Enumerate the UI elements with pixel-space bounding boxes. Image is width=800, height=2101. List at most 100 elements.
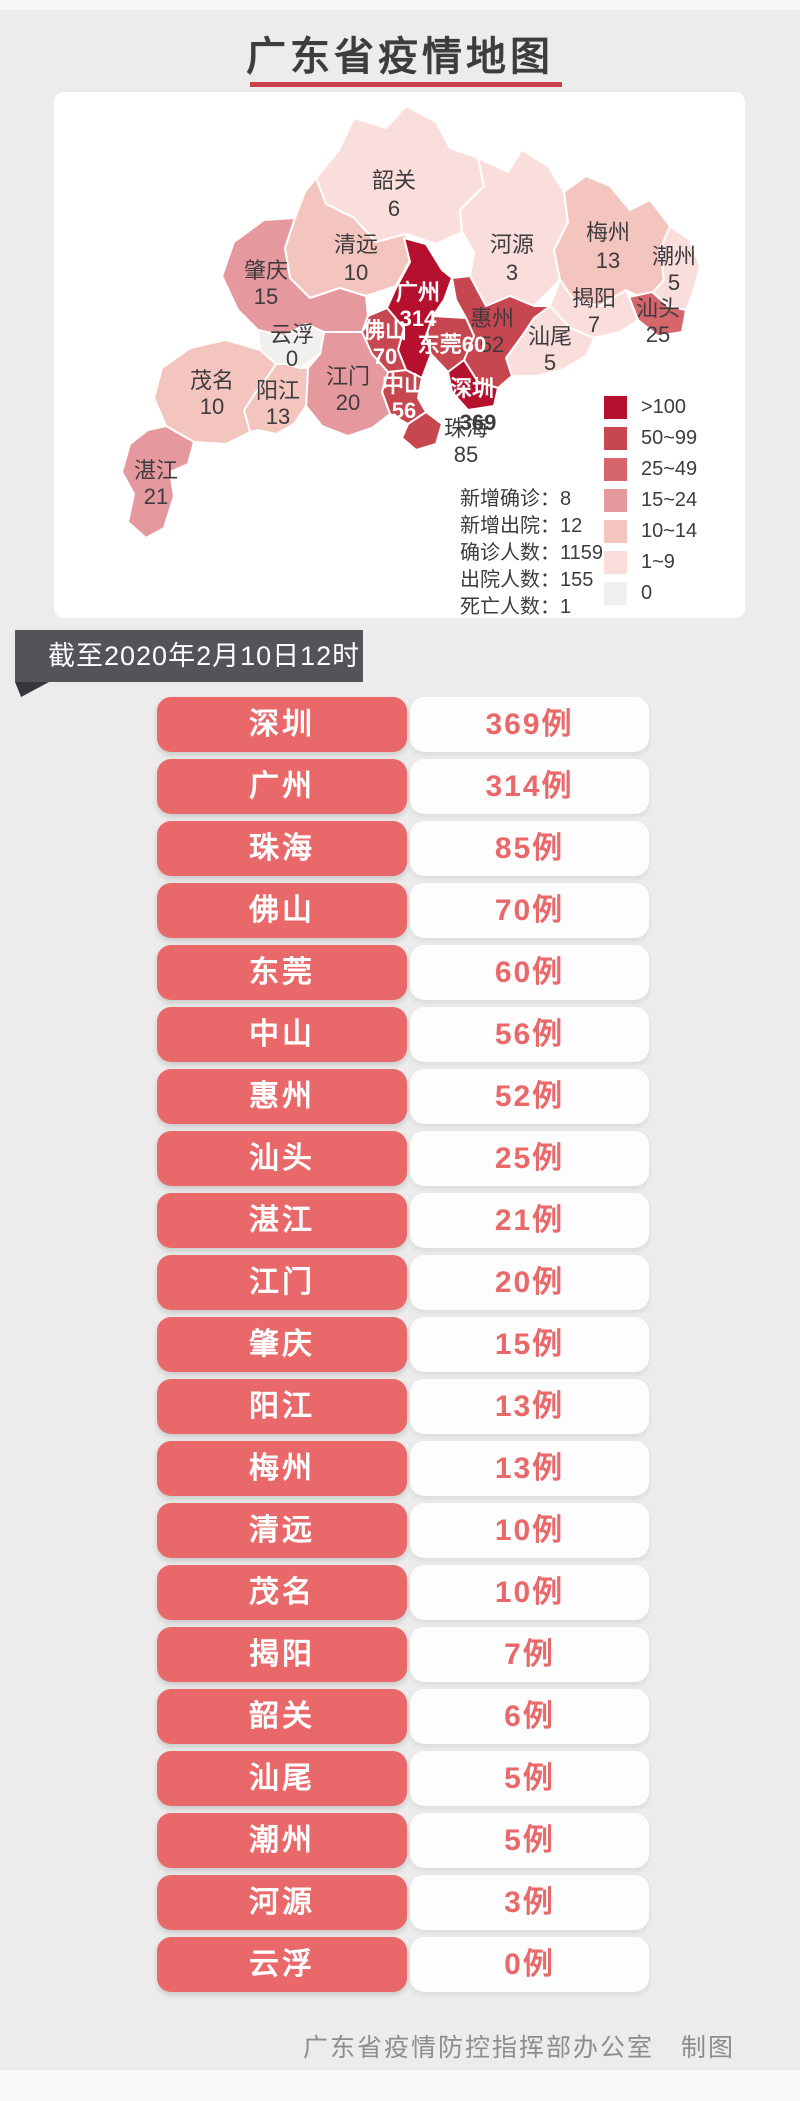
map-label-shenzhen: 369: [460, 410, 497, 435]
map-label-dongguan: 东莞60: [418, 332, 486, 357]
map-label-chaozhou: 5: [668, 270, 680, 295]
map-label-zhuhai: 珠海: [444, 416, 488, 441]
count-cell: 56例: [410, 1007, 649, 1062]
legend-swatch: [604, 582, 627, 605]
map-label-qingyuan: 清远: [334, 232, 378, 257]
map-label-zhaoqing: 15: [254, 284, 278, 309]
table-row: 湛江 21例: [0, 1193, 800, 1248]
map-label-shaoguan: 韶关: [372, 168, 416, 193]
table-row: 韶关 6例: [0, 1689, 800, 1744]
map-label-yangjiang: 阳江: [256, 378, 300, 403]
city-cell: 阳江: [157, 1379, 407, 1434]
legend-item: 1~9: [604, 551, 697, 574]
legend-swatch: [604, 489, 627, 512]
city-cell: 湛江: [157, 1193, 407, 1248]
map-label-yunfu: 云浮: [270, 322, 314, 347]
table-row: 深圳 369例: [0, 697, 800, 752]
legend-item: 10~14: [604, 520, 697, 543]
legend: >100 50~99 25~49 15~24 10~14 1~9 0: [604, 396, 697, 613]
count-cell: 52例: [410, 1069, 649, 1124]
stat-line: 确诊人数：1159: [460, 542, 604, 564]
count-cell: 0例: [410, 1937, 649, 1992]
city-cell: 广州: [157, 759, 407, 814]
table-row: 广州 314例: [0, 759, 800, 814]
city-table: 深圳 369例 广州 314例 珠海 85例 佛山 70例 东莞 60例 中山 56例 惠州 52例 汕头 2…: [0, 697, 800, 1997]
count-cell: 369例: [410, 697, 649, 752]
map-label-yunfu: 0: [286, 346, 298, 371]
count-cell: 70例: [410, 883, 649, 938]
table-row: 河源 3例: [0, 1875, 800, 1930]
map-label-huizhou: 惠州: [470, 306, 514, 331]
legend-item: >100: [604, 396, 697, 419]
legend-swatch: [604, 458, 627, 481]
stat-line: 出院人数：155: [460, 569, 594, 591]
legend-label: 15~24: [641, 489, 698, 511]
page-footer: 广东省疫情防控指挥部办公室 制图: [302, 2034, 735, 2062]
city-cell: 汕头: [157, 1131, 407, 1186]
city-cell: 潮州: [157, 1813, 407, 1868]
map-label-guangzhou: 广州: [396, 280, 440, 305]
city-cell: 江门: [157, 1255, 407, 1310]
count-cell: 20例: [410, 1255, 649, 1310]
map-label-shaoguan: 6: [388, 196, 400, 221]
city-cell: 梅州: [157, 1441, 407, 1496]
map-region-shenzhen: [447, 359, 499, 411]
table-row: 肇庆 15例: [0, 1317, 800, 1372]
map-label-zhaoqing: 肇庆: [244, 258, 288, 283]
top-strip: [0, 0, 800, 10]
map-label-zhanjiang: 21: [144, 484, 168, 509]
legend-label: 25~49: [641, 458, 698, 480]
table-row: 珠海 85例: [0, 821, 800, 876]
legend-label: 1~9: [641, 551, 675, 573]
map-region-zhanjiang: [121, 425, 195, 539]
legend-label: >100: [641, 396, 687, 418]
table-row: 清远 10例: [0, 1503, 800, 1558]
date-ribbon: 截至2020年2月10日12时: [15, 630, 363, 682]
table-row: 佛山 70例: [0, 883, 800, 938]
map-label-qingyuan: 10: [344, 260, 368, 285]
city-cell: 中山: [157, 1007, 407, 1062]
city-cell: 肇庆: [157, 1317, 407, 1372]
legend-item: 0: [604, 582, 697, 605]
count-cell: 15例: [410, 1317, 649, 1372]
table-row: 汕尾 5例: [0, 1751, 800, 1806]
stat-line: 新增确诊：8: [460, 488, 572, 510]
map-region-huizhou: [451, 275, 551, 389]
count-cell: 10例: [410, 1503, 649, 1558]
city-cell: 东莞: [157, 945, 407, 1000]
table-row: 云浮 0例: [0, 1937, 800, 1992]
map-label-meizhou: 13: [596, 248, 620, 273]
legend-swatch: [604, 551, 627, 574]
map-label-zhongshan: 56: [392, 398, 416, 423]
count-cell: 21例: [410, 1193, 649, 1248]
map-label-shenzhen: 深圳: [450, 376, 494, 401]
map-label-shantou: 汕头: [636, 296, 680, 321]
legend-label: 0: [641, 582, 653, 604]
table-row: 汕头 25例: [0, 1131, 800, 1186]
city-cell: 清远: [157, 1503, 407, 1558]
legend-item: 50~99: [604, 427, 697, 450]
count-cell: 13例: [410, 1441, 649, 1496]
legend-swatch: [604, 427, 627, 450]
map-label-heyuan: 3: [506, 260, 518, 285]
city-cell: 珠海: [157, 821, 407, 876]
map-label-yangjiang: 13: [266, 404, 290, 429]
map-region-shantou: [628, 291, 687, 337]
ribbon-fold: [15, 682, 49, 697]
map-label-foshan: 70: [373, 344, 397, 369]
table-row: 中山 56例: [0, 1007, 800, 1062]
table-row: 揭阳 7例: [0, 1627, 800, 1682]
count-cell: 7例: [410, 1627, 649, 1682]
table-row: 茂名 10例: [0, 1565, 800, 1620]
city-cell: 河源: [157, 1875, 407, 1930]
legend-label: 10~14: [641, 520, 698, 542]
map-label-zhongshan: 中山: [382, 372, 426, 397]
stat-line: 死亡人数：1: [460, 596, 572, 618]
legend-swatch: [604, 520, 627, 543]
map-label-zhanjiang: 湛江: [134, 458, 178, 483]
count-cell: 3例: [410, 1875, 649, 1930]
count-cell: 85例: [410, 821, 649, 876]
count-cell: 10例: [410, 1565, 649, 1620]
date-ribbon-text: 截至2020年2月10日12时: [48, 641, 361, 671]
map-label-jieyang: 揭阳: [572, 286, 616, 311]
